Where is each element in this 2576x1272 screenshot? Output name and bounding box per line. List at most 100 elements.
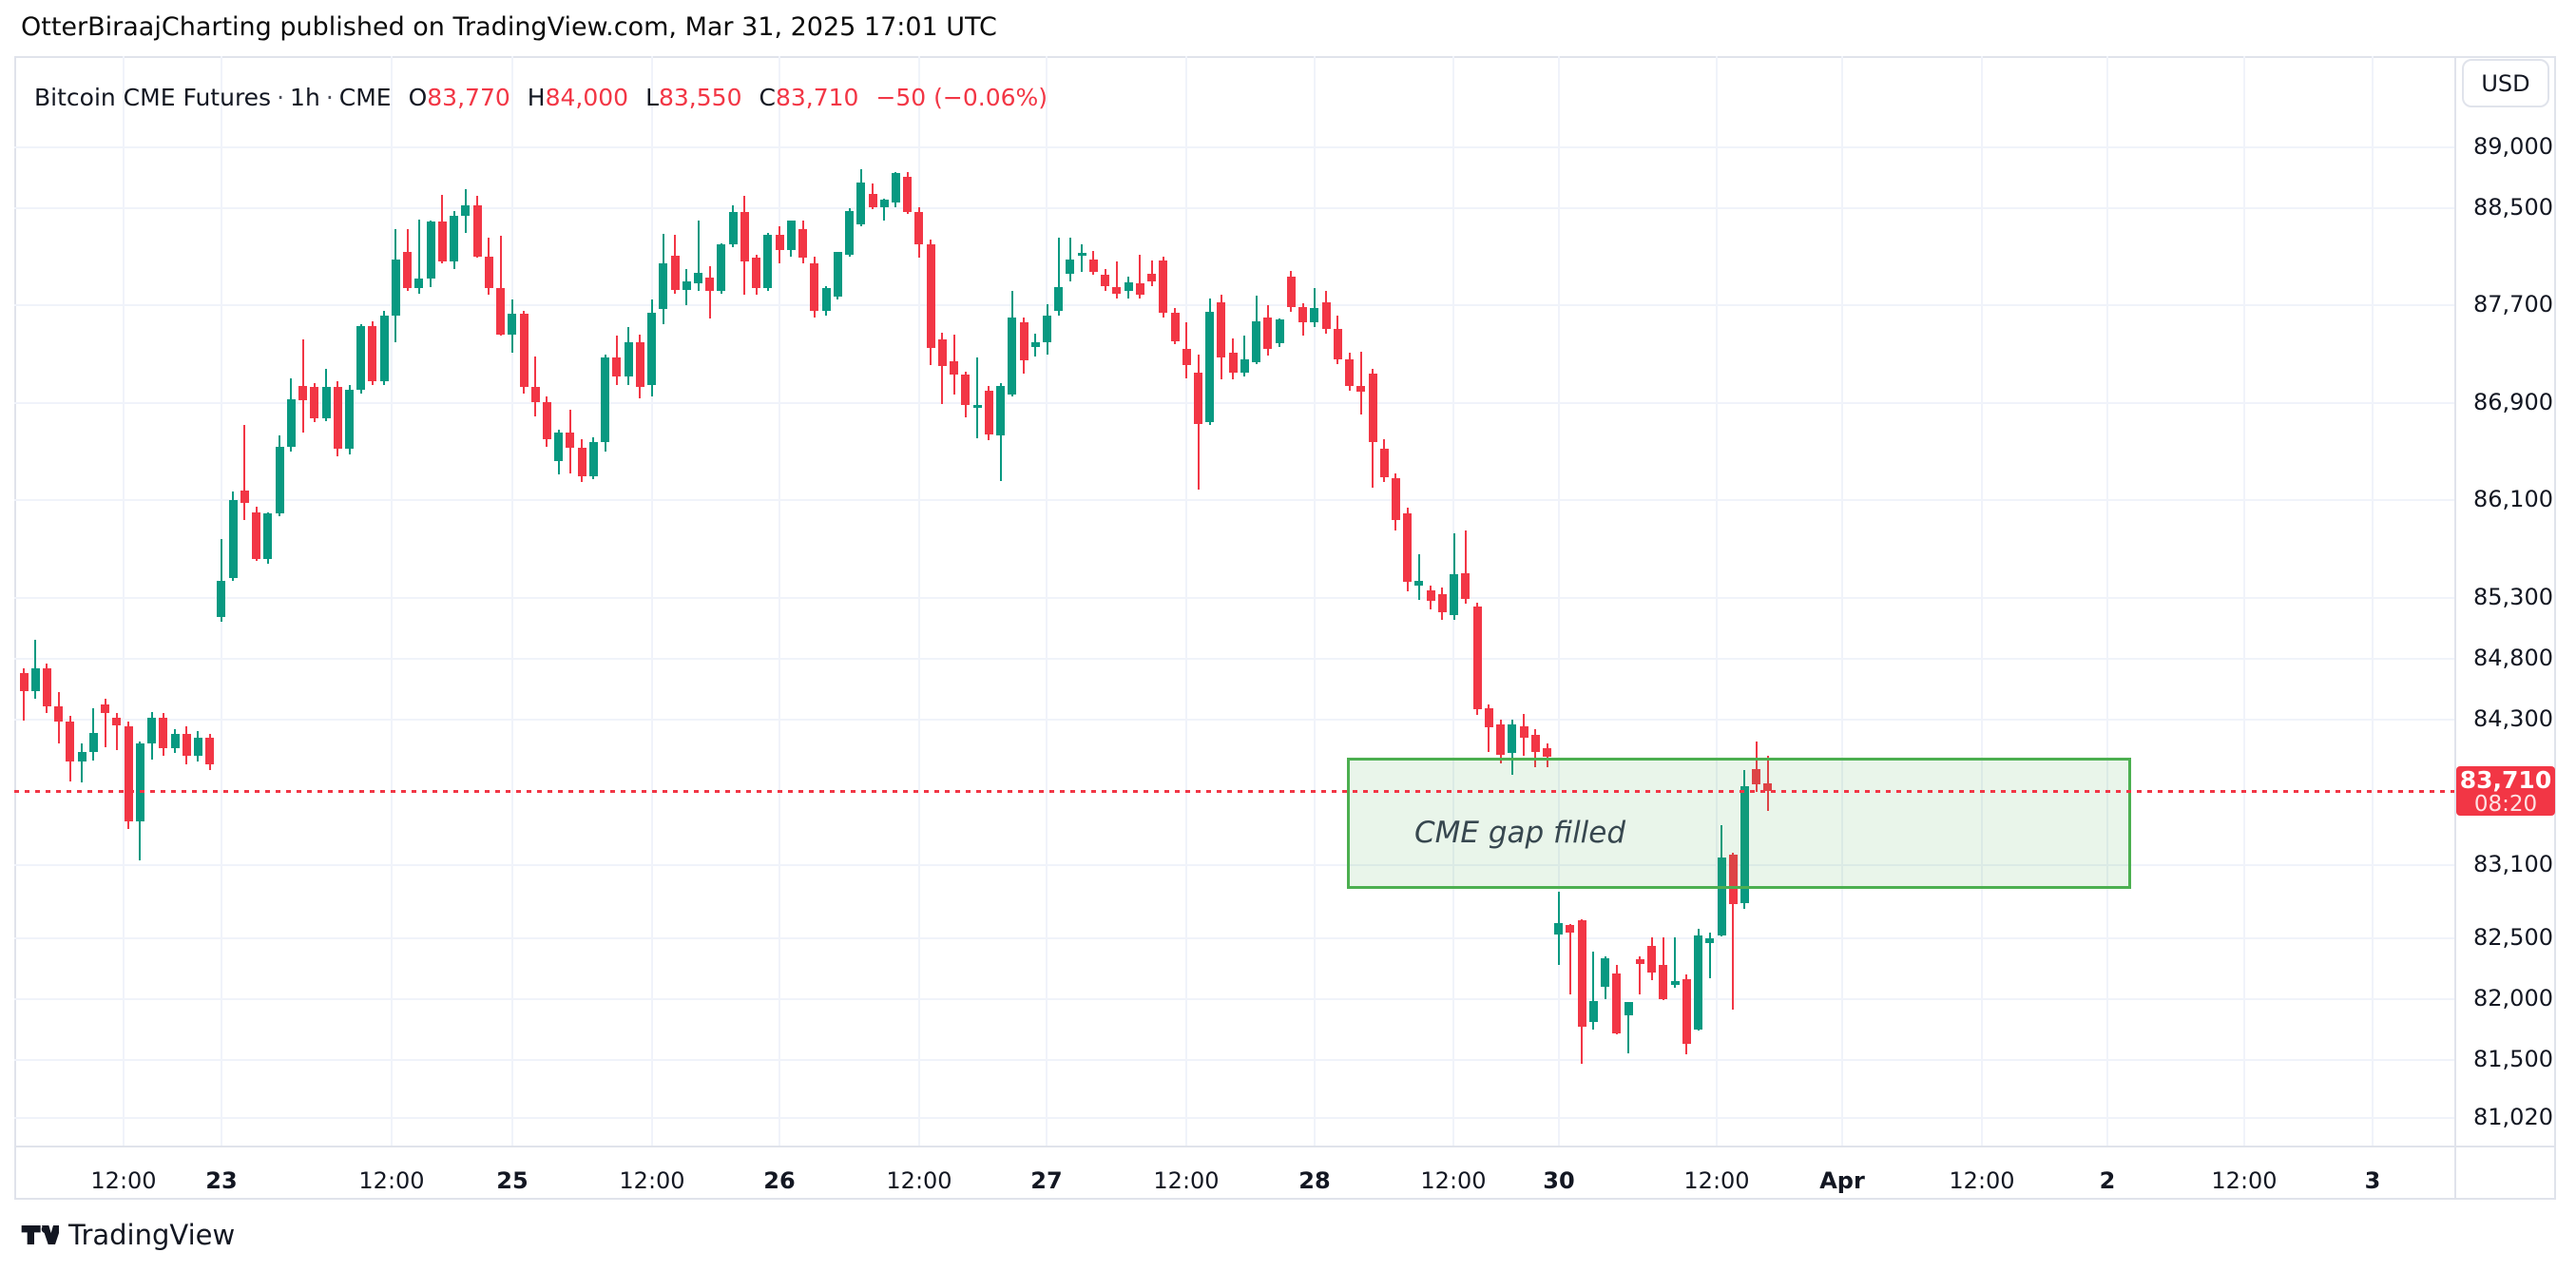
candle-wick (1732, 853, 1735, 1010)
time-gridline (2243, 56, 2245, 1146)
candle-body (1124, 282, 1133, 292)
candle-body (1159, 260, 1168, 314)
candle-body (1054, 287, 1064, 311)
candle-body (414, 279, 424, 289)
candle-body (705, 277, 715, 292)
time-gridline (123, 56, 125, 1146)
candle-body (54, 705, 64, 723)
candle-body (42, 667, 51, 706)
candle-body (682, 280, 691, 290)
candle-body (624, 341, 633, 376)
time-axis-label: 12:00 (1949, 1167, 2015, 1194)
time-axis-label: 12:00 (1683, 1167, 1750, 1194)
chart-card (14, 56, 2556, 1200)
candle-wick (301, 339, 304, 433)
candle-body (1298, 307, 1308, 323)
gap-annotation-text[interactable]: CME gap filled (1414, 816, 1626, 850)
time-gridline (918, 56, 920, 1146)
time-gridline (2372, 56, 2374, 1146)
candle-wick (1313, 288, 1316, 328)
candle-wick (534, 357, 537, 416)
price-gridline (14, 207, 2454, 209)
symbol-name: Bitcoin CME Futures (34, 84, 272, 111)
time-axis-label: 30 (1543, 1167, 1575, 1194)
candle-wick (941, 332, 944, 405)
candle-body (530, 387, 540, 402)
candle-body (1286, 276, 1296, 308)
candle-wick (1592, 952, 1595, 1030)
candle-body (403, 252, 413, 289)
candle-body (775, 235, 784, 250)
time-gridline (779, 56, 780, 1146)
candle-wick (23, 667, 25, 721)
candle-body (1647, 946, 1657, 973)
price-axis-separator (2454, 56, 2456, 1200)
candle-body (1752, 769, 1761, 785)
chart-pane[interactable]: CME gap filled (14, 56, 2454, 1146)
candle-body (286, 398, 296, 447)
time-gridline (651, 56, 653, 1146)
candle-body (1310, 307, 1319, 323)
candle-body (1450, 574, 1459, 615)
candle-body (1670, 981, 1680, 986)
candle-body (484, 257, 493, 289)
candle-body (950, 361, 959, 376)
low-label: L (645, 84, 659, 111)
publish-title: OtterBiraajCharting published on Trading… (21, 12, 997, 42)
candle-body (1077, 253, 1086, 257)
candle-body (554, 432, 564, 462)
candle-wick (243, 424, 246, 520)
gap-annotation-box[interactable] (1347, 758, 2131, 889)
candle-body (601, 357, 610, 442)
candle-wick (1674, 936, 1677, 989)
candle-body (345, 389, 355, 450)
candle-wick (1755, 741, 1758, 793)
candle-wick (1081, 244, 1084, 272)
candle-wick (1627, 1001, 1630, 1053)
candle-body (356, 326, 366, 390)
currency-button[interactable]: USD (2462, 59, 2549, 107)
candle-body (1019, 322, 1028, 360)
candle-body (937, 339, 947, 367)
candle-body (437, 222, 447, 262)
candle-body (752, 258, 761, 289)
time-axis-label: 12:00 (358, 1167, 425, 1194)
time-axis-label: 12:00 (886, 1167, 952, 1194)
candle-wick (115, 713, 118, 750)
candle-body (1414, 580, 1424, 586)
candle-body (1043, 315, 1051, 342)
candle-body (205, 737, 215, 764)
candle-body (1694, 935, 1703, 1030)
candle-body (508, 314, 517, 336)
time-gridline (1185, 56, 1187, 1146)
candle-body (1333, 329, 1342, 360)
candle-body (19, 672, 29, 692)
candle-body (1659, 965, 1668, 999)
candle-body (961, 375, 971, 406)
candle-body (77, 752, 87, 762)
price-axis-label: 82,000 (2473, 985, 2553, 1012)
candle-wick (1488, 704, 1490, 753)
candle-wick (1708, 932, 1711, 978)
open-label: O (408, 84, 428, 111)
candle-body (798, 228, 808, 259)
candle-body (1263, 318, 1273, 350)
candle-body (1275, 319, 1284, 344)
last-price-badge: 83,710 08:20 (2456, 766, 2555, 817)
candle-body (147, 718, 157, 744)
tradingview-logo[interactable]: TradingView (21, 1218, 235, 1252)
candle-body (1170, 313, 1180, 341)
candle-body (1728, 854, 1738, 905)
tradingview-logo-icon (21, 1225, 59, 1244)
candle-body (1345, 359, 1355, 386)
candle-body (577, 448, 586, 476)
candle-body (1088, 259, 1098, 272)
candle-body (240, 490, 249, 503)
candle-wick (1766, 756, 1769, 811)
candle-wick (1057, 237, 1060, 316)
price-axis-label: 81,020 (2473, 1104, 2553, 1131)
candle-body (1240, 359, 1249, 374)
candle-body (321, 387, 331, 419)
candle-body (984, 391, 993, 435)
candle-wick (81, 743, 84, 783)
